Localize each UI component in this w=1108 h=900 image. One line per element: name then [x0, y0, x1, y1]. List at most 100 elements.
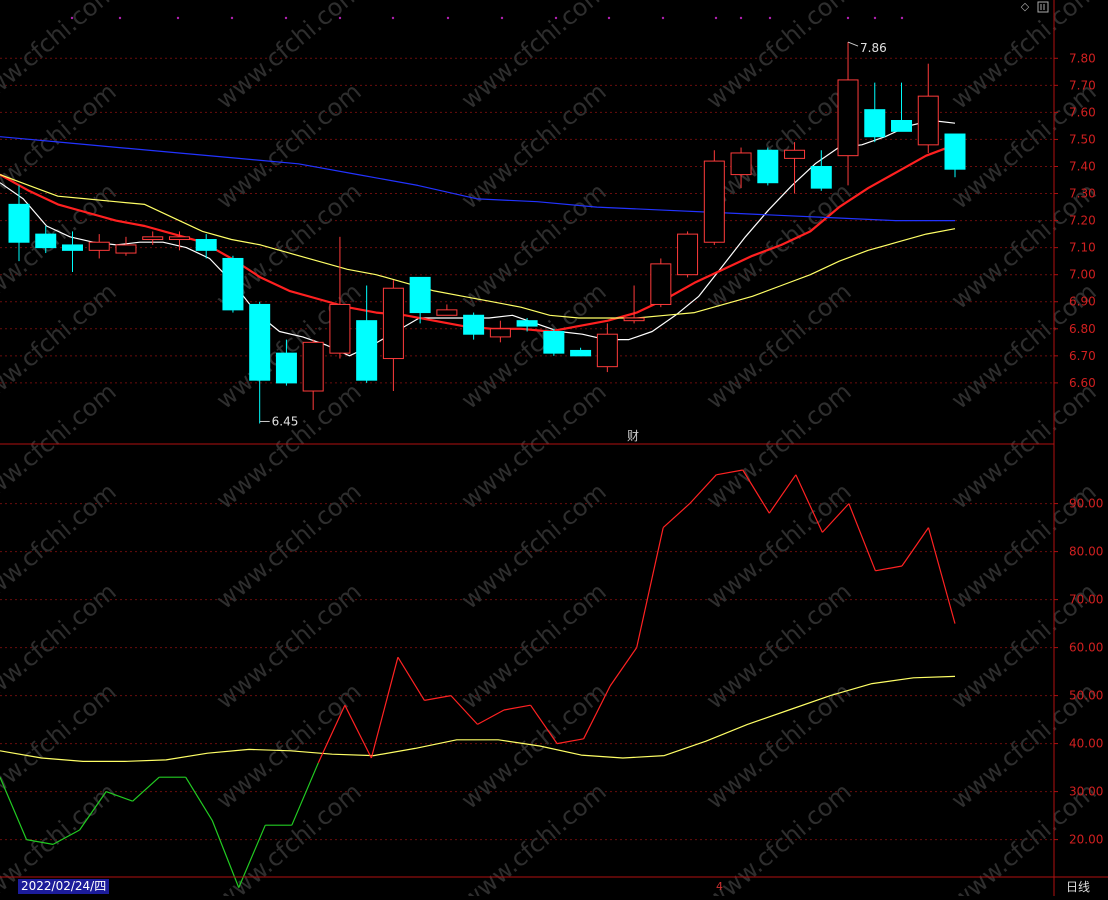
- candle: [463, 312, 485, 340]
- candle-body-down: [944, 133, 966, 170]
- y-tick-label: 7.00: [1069, 268, 1096, 282]
- candle-body-up: [596, 333, 618, 368]
- candle: [891, 82, 913, 132]
- pin-icon-glyph: [1037, 1, 1049, 13]
- candle: [436, 304, 458, 316]
- candle: [810, 150, 832, 191]
- y-tick-label: 7.10: [1069, 241, 1096, 255]
- pin-icon[interactable]: [1037, 1, 1049, 13]
- oscillator-segment: [105, 791, 133, 802]
- y-tick-label: 60.00: [1069, 641, 1103, 655]
- candle: [61, 231, 83, 272]
- top-marker-dot: [500, 16, 504, 20]
- signal-line: [0, 675, 956, 763]
- candle-body-up: [436, 309, 458, 316]
- candle: [168, 231, 190, 251]
- candle: [249, 301, 271, 424]
- finance-marker[interactable]: 财: [627, 429, 640, 443]
- candle: [944, 133, 966, 178]
- candle: [275, 339, 297, 386]
- candle-body-down: [570, 349, 592, 357]
- top-marker-dot: [70, 16, 74, 20]
- oscillator-segment: [397, 656, 425, 701]
- top-marker-dot: [230, 16, 234, 20]
- grid-layer: [0, 16, 1054, 841]
- candle-body-down: [864, 109, 886, 138]
- candle-body-up: [784, 149, 806, 159]
- candle: [35, 226, 57, 254]
- y-tick-label: 50.00: [1069, 689, 1103, 703]
- diamond-icon[interactable]: ◇: [1020, 0, 1030, 13]
- period-label[interactable]: 日线: [1066, 880, 1091, 894]
- candle: [115, 236, 137, 256]
- oscillator-segment: [662, 503, 691, 529]
- candle-body-down: [222, 257, 244, 311]
- oscillator-segment: [503, 704, 531, 711]
- top-marker-dot: [739, 16, 743, 20]
- candle-body-down: [516, 320, 538, 327]
- oscillator-segment: [79, 791, 107, 831]
- y-tick-label: 7.30: [1069, 187, 1096, 201]
- candle-body-up: [302, 341, 324, 392]
- candle: [543, 328, 565, 356]
- candle: [142, 231, 164, 245]
- candle-body-down: [356, 320, 378, 381]
- candle-body-up: [489, 328, 511, 338]
- candle: [596, 323, 618, 373]
- oscillator-segment: [132, 776, 160, 802]
- candle: [222, 255, 244, 313]
- month-marker: 4: [716, 880, 723, 893]
- y-tick-label: 20.00: [1069, 833, 1103, 847]
- candle: [382, 280, 404, 392]
- top-marker-dot: [768, 16, 772, 20]
- date-label: 2022/02/24/四: [18, 879, 110, 894]
- candle: [409, 276, 431, 324]
- oscillator-segment: [636, 527, 664, 648]
- y-tick-label: 80.00: [1069, 545, 1103, 559]
- ma-line-ma_longest: [0, 136, 955, 222]
- candle-body-up: [917, 95, 939, 146]
- candle: [757, 147, 779, 186]
- candle: [356, 285, 378, 383]
- candle-body-down: [61, 244, 83, 251]
- candle-body-down: [409, 276, 431, 314]
- top-marker-dot: [900, 16, 904, 20]
- top-marker-dot: [338, 16, 342, 20]
- oscillator-segment: [185, 776, 213, 821]
- candle-body-up: [837, 79, 859, 157]
- y-tick-label: 6.60: [1069, 376, 1096, 390]
- oscillator-segment: [742, 469, 770, 514]
- candle-body-down: [195, 239, 217, 251]
- oscillator-segment: [716, 469, 743, 476]
- top-marker-dot: [176, 16, 180, 20]
- candle: [8, 185, 30, 262]
- y-tick-label: 6.70: [1069, 349, 1096, 363]
- oscillator-segment: [795, 474, 823, 533]
- candle: [784, 142, 806, 194]
- top-marker-dot: [554, 16, 558, 20]
- oscillator-segment: [0, 776, 28, 840]
- candle-body-up: [730, 152, 752, 176]
- oscillator-segment: [875, 565, 903, 572]
- candle-body-down: [463, 314, 485, 335]
- candle: [329, 236, 351, 359]
- high-label: 7.86: [860, 41, 887, 55]
- y-tick-label: 70.00: [1069, 593, 1103, 607]
- ma-line-ma_long: [0, 174, 956, 319]
- candle-body-down: [35, 233, 57, 249]
- candle-body-up: [650, 263, 672, 305]
- oscillator-segment: [424, 695, 452, 701]
- top-marker-dot: [661, 16, 665, 20]
- top-marker-dot: [446, 16, 450, 20]
- candle: [730, 147, 752, 189]
- oscillator-segment: [52, 829, 80, 845]
- oscillator-segment: [317, 704, 346, 764]
- candle: [703, 150, 725, 245]
- high-pointer: [847, 41, 859, 47]
- oscillator-segment: [344, 704, 372, 759]
- top-marker-dot: [846, 16, 850, 20]
- candle-body-down: [249, 303, 271, 381]
- top-marker-dot: [714, 16, 718, 20]
